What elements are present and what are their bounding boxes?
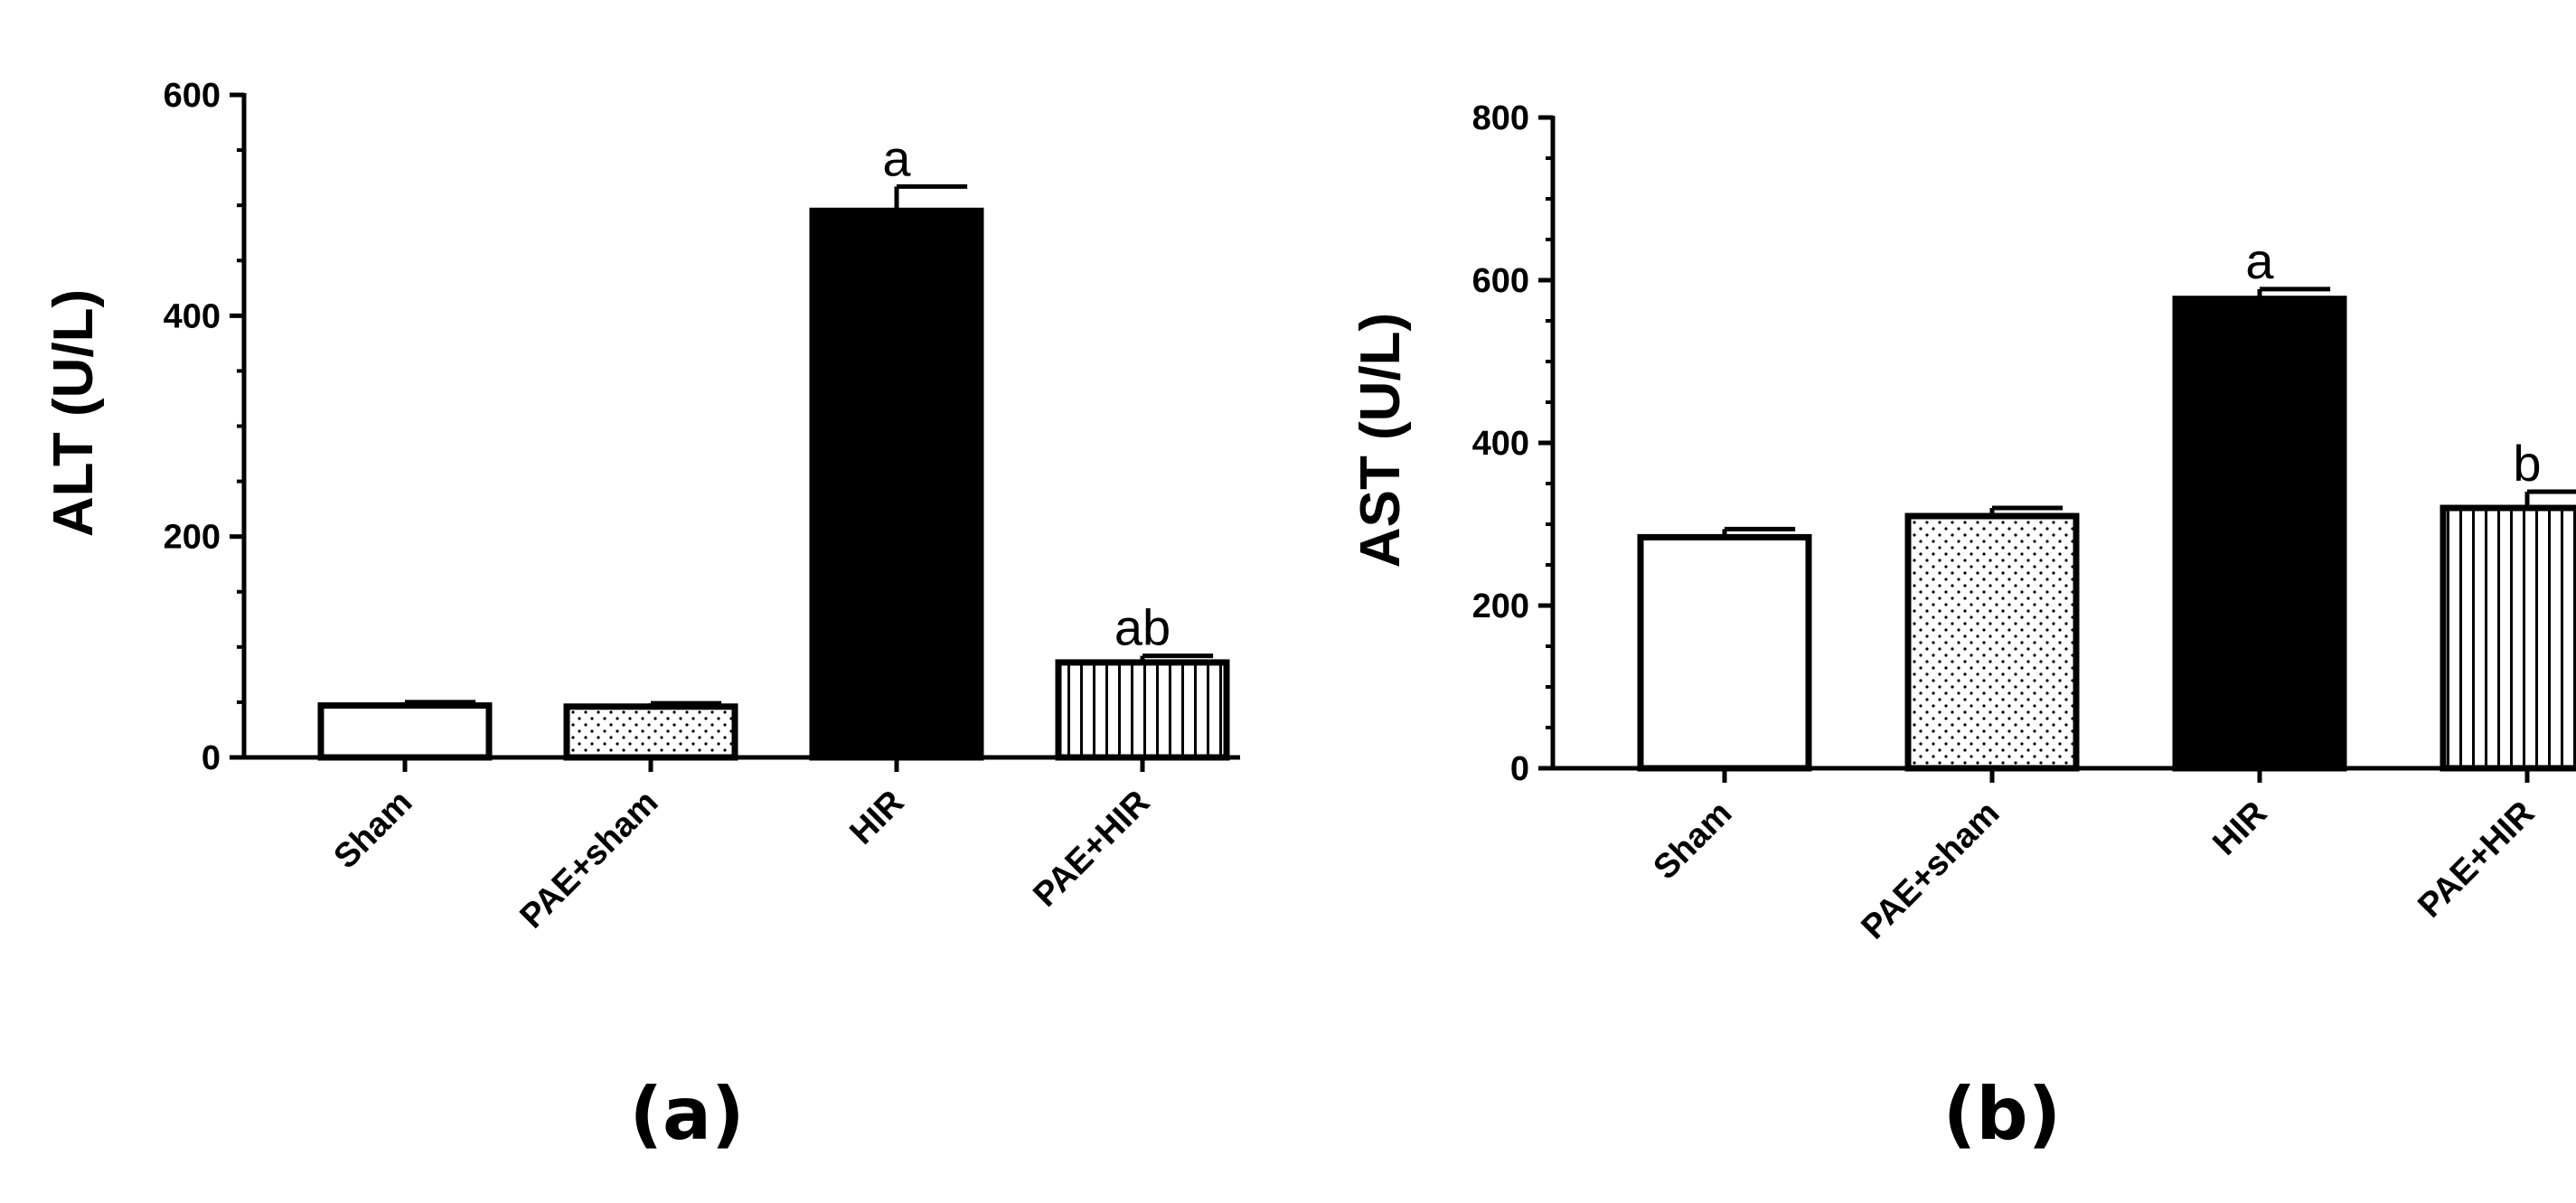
panel-b-bar-pae-hir — [2440, 504, 2576, 772]
panel-b: 0 200 400 600 800 Sham PAE+sham HIR a PAE+HIR b AS… — [1349, 99, 2576, 1156]
panel-a-significance-label: ab — [1114, 599, 1170, 656]
panel-a-y-tick-label: 0 — [202, 739, 221, 777]
panel-a-bar-sham — [317, 702, 493, 761]
panel-b-category-label: PAE+HIR — [2411, 794, 2542, 926]
panel-a-bar-hir — [809, 207, 984, 761]
panel-a-significance-label: a — [882, 129, 911, 186]
panel-a-category-label: Sham — [326, 784, 419, 877]
panel-a-plot: 0 200 400 600 Sham PAE+sham HIR a PAE+HIR ab — [164, 77, 1240, 936]
panel-a-category-label: PAE+sham — [513, 784, 666, 936]
panel-b-bar-sham — [1637, 533, 1812, 772]
panel-a-y-tick-label: 400 — [164, 297, 221, 335]
panel-a-y-tick-label: 200 — [164, 519, 221, 557]
panel-a-ylabel: ALT (U/L) — [42, 289, 105, 537]
panel-b-category-label: Sham — [1646, 794, 1739, 888]
panel-b-y-tick-label: 0 — [1510, 750, 1529, 788]
panel-b-plot: 0 200 400 600 800 Sham PAE+sham HIR a PAE+HIR b — [1472, 99, 2576, 947]
panel-b-category-label: HIR — [2205, 794, 2274, 863]
panel-b-label: (b) — [1943, 1072, 2061, 1156]
panel-b-y-tick-label: 600 — [1472, 262, 1529, 300]
panel-b-significance-label: a — [2245, 232, 2274, 289]
panel-a-category-label: HIR — [842, 784, 911, 852]
panel-b-bar-pae-sham — [1904, 512, 2080, 772]
panel-a-bar-pae-hir — [1055, 659, 1230, 761]
panel-b-y-tick-label: 400 — [1472, 425, 1529, 463]
panel-b-category-label: PAE+sham — [1855, 794, 2007, 947]
panel-a-bar-pae-sham — [563, 703, 738, 761]
panel-b-ylabel: AST (U/L) — [1349, 313, 1412, 568]
panel-a: 0 200 400 600 Sham PAE+sham HIR a PAE+HIR ab ALT … — [42, 77, 1240, 1156]
panel-b-significance-label: b — [2513, 435, 2541, 492]
panel-a-label: (a) — [629, 1072, 744, 1156]
panel-b-y-tick-label: 200 — [1472, 587, 1529, 625]
panel-b-y-tick-label: 800 — [1472, 99, 1529, 137]
panel-a-y-tick-label: 600 — [164, 77, 221, 115]
panel-a-category-label: PAE+HIR — [1026, 784, 1157, 915]
panel-b-bar-hir — [2172, 296, 2347, 772]
